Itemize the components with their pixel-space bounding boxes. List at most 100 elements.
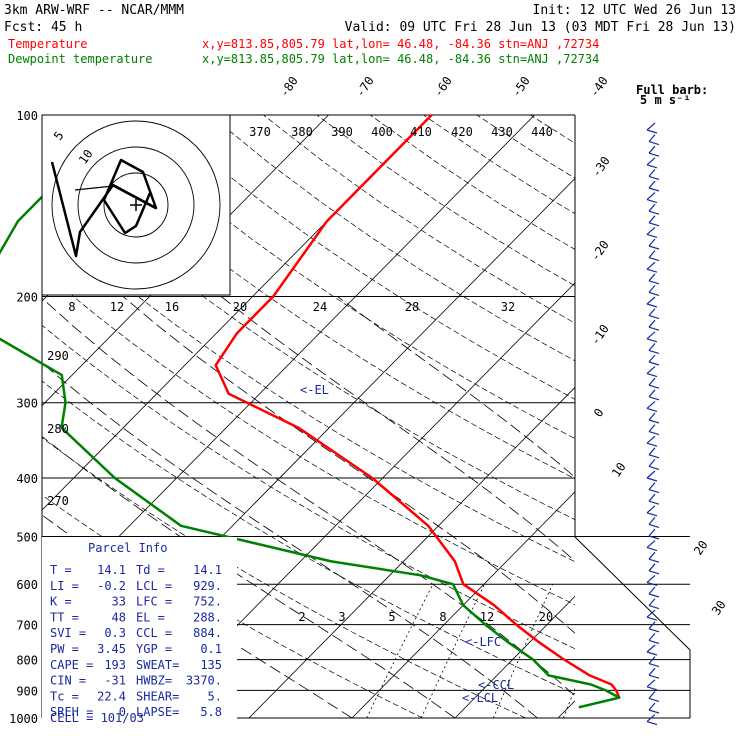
sounding-profiles: <-EL <-LFC <-CCL<-LCL: [0, 114, 621, 709]
pressure-tick-label: 400: [16, 472, 38, 486]
wind-barb: [648, 250, 660, 262]
init-time: Init: 12 UTC Wed 26 Jun 13: [533, 3, 737, 18]
isotherm-line: [145, 282, 575, 718]
parcel-info-row: TT = 48 EL = 288.: [50, 610, 222, 624]
isotherm-label: 20: [691, 538, 711, 558]
parcel-param-name: K =: [50, 595, 72, 609]
isotherm-label: -40: [587, 74, 611, 100]
parcel-param-value: 0.3: [104, 626, 126, 640]
pressure-tick-label: 700: [16, 619, 38, 633]
moist-adiabat: [220, 296, 575, 562]
dry-adiabat: [263, 115, 575, 324]
pressure-tick-label: 300: [16, 397, 38, 411]
wind-barb: [646, 400, 658, 412]
dry-adiabat: [49, 115, 575, 480]
mixing-ratio-label: 2: [298, 610, 305, 624]
valid-time: Valid: 09 UTC Fri 28 Jun 13 (03 MDT Fri …: [345, 20, 736, 35]
parcel-param-name: HWBZ=: [136, 674, 172, 688]
parcel-param-value: 33: [112, 595, 126, 609]
wind-barb: [648, 563, 660, 575]
parcel-param-name: EL =: [136, 610, 165, 624]
hodograph-axis-label: 20: [233, 300, 247, 314]
wind-barb: [648, 667, 660, 679]
moist-adiabat: [337, 296, 575, 478]
wind-barb: [648, 621, 660, 633]
isotherm-line: [661, 115, 740, 718]
isotherm-label: -30: [589, 154, 613, 180]
wind-barb: [646, 261, 658, 273]
wind-barb: [646, 644, 658, 656]
mixing-ratio-line: [366, 584, 434, 718]
dry-adiabat: [476, 115, 575, 179]
pressure-tick-label: 500: [16, 530, 38, 544]
parcel-param-value: 22.4: [97, 689, 126, 703]
dry-adiabat: [42, 380, 575, 695]
parcel-param-name: LI =: [50, 579, 79, 593]
wind-barb: [648, 343, 660, 354]
isotherm-line: [557, 700, 575, 718]
parcel-param-name: SHEAR=: [136, 689, 179, 703]
wind-barb: [648, 145, 660, 157]
dry-adiabat: [316, 115, 575, 287]
parcel-param-value: 14.1: [97, 563, 126, 577]
pressure-tick-label: 1000: [9, 712, 38, 726]
dry-adiabat: [42, 160, 575, 521]
dewpoint-profile-line: [0, 114, 621, 709]
wind-barb: [646, 609, 658, 621]
wind-barb: [648, 447, 660, 459]
temperature-profile-line: [214, 114, 621, 699]
parcel-param-name: LFC =: [136, 595, 172, 609]
parcel-param-value: 48: [112, 610, 126, 624]
mixing-ratio-label: 20: [539, 610, 553, 624]
parcel-param-name: YGP =: [136, 642, 172, 656]
wind-barb: [646, 679, 658, 691]
parcel-param-name: PW =: [50, 642, 79, 656]
parcel-param-name: SVI =: [50, 626, 86, 640]
wind-barb: [648, 238, 660, 250]
dry-adiabat: [423, 115, 575, 214]
wind-barb: [648, 656, 660, 668]
location-dewpoint: x,y=813.85,805.79 lat,lon= 46.48, -84.36…: [202, 52, 599, 66]
hodograph-ring-label: 10: [76, 147, 96, 167]
wind-barb: [648, 285, 660, 296]
parcel-param-name: CAPE =: [50, 658, 93, 672]
isotherm-line: [454, 595, 575, 718]
hodograph-ring: [103, 172, 169, 238]
parcel-param-value: 135: [200, 658, 222, 672]
theta-label: 380: [291, 125, 313, 139]
isotherm-line: [248, 386, 575, 718]
legend-dewpoint: Dewpoint temperature: [8, 52, 153, 66]
parcel-param-name: LCL =: [136, 579, 172, 593]
isotherm-label: -60: [431, 74, 455, 100]
parcel-param-name: CIN =: [50, 674, 86, 688]
mixing-ratio-label: 12: [480, 610, 494, 624]
pressure-tick-label: 200: [16, 291, 38, 305]
wind-barb: [648, 377, 660, 389]
dry-adiabat: [584, 115, 740, 718]
theta-label: 390: [331, 125, 353, 139]
wind-barb: [646, 714, 658, 726]
mixing-ratio-label: 3: [338, 610, 345, 624]
parcel-param-value: 14.1: [193, 563, 222, 577]
wind-barb: [648, 459, 660, 470]
parcel-param-name: T =: [50, 563, 72, 577]
isotherm-label: 10: [609, 460, 629, 480]
mixing-ratio-label: 8: [439, 610, 446, 624]
theta-label: 270: [47, 494, 69, 508]
hodograph-axis-label: 12: [110, 300, 124, 314]
legend-temperature: Temperature: [8, 37, 87, 51]
isotherm-label: -80: [277, 74, 301, 100]
parcel-param-value: 884.: [193, 626, 222, 640]
wind-barb: [648, 389, 660, 401]
pressure-tick-label: 800: [16, 654, 38, 668]
level-marker: <-LCL: [462, 691, 498, 705]
isotherm-label: -10: [588, 322, 612, 348]
hodograph: 510: [41, 114, 231, 296]
wind-barb: [646, 157, 658, 169]
wind-barb: [648, 354, 660, 366]
parcel-param-name: SWEAT=: [136, 658, 179, 672]
pressure-tick-label: 100: [16, 109, 38, 123]
theta-label: 400: [371, 125, 393, 139]
wind-barb: [648, 551, 660, 563]
parcel-param-value: 3370.: [186, 674, 222, 688]
